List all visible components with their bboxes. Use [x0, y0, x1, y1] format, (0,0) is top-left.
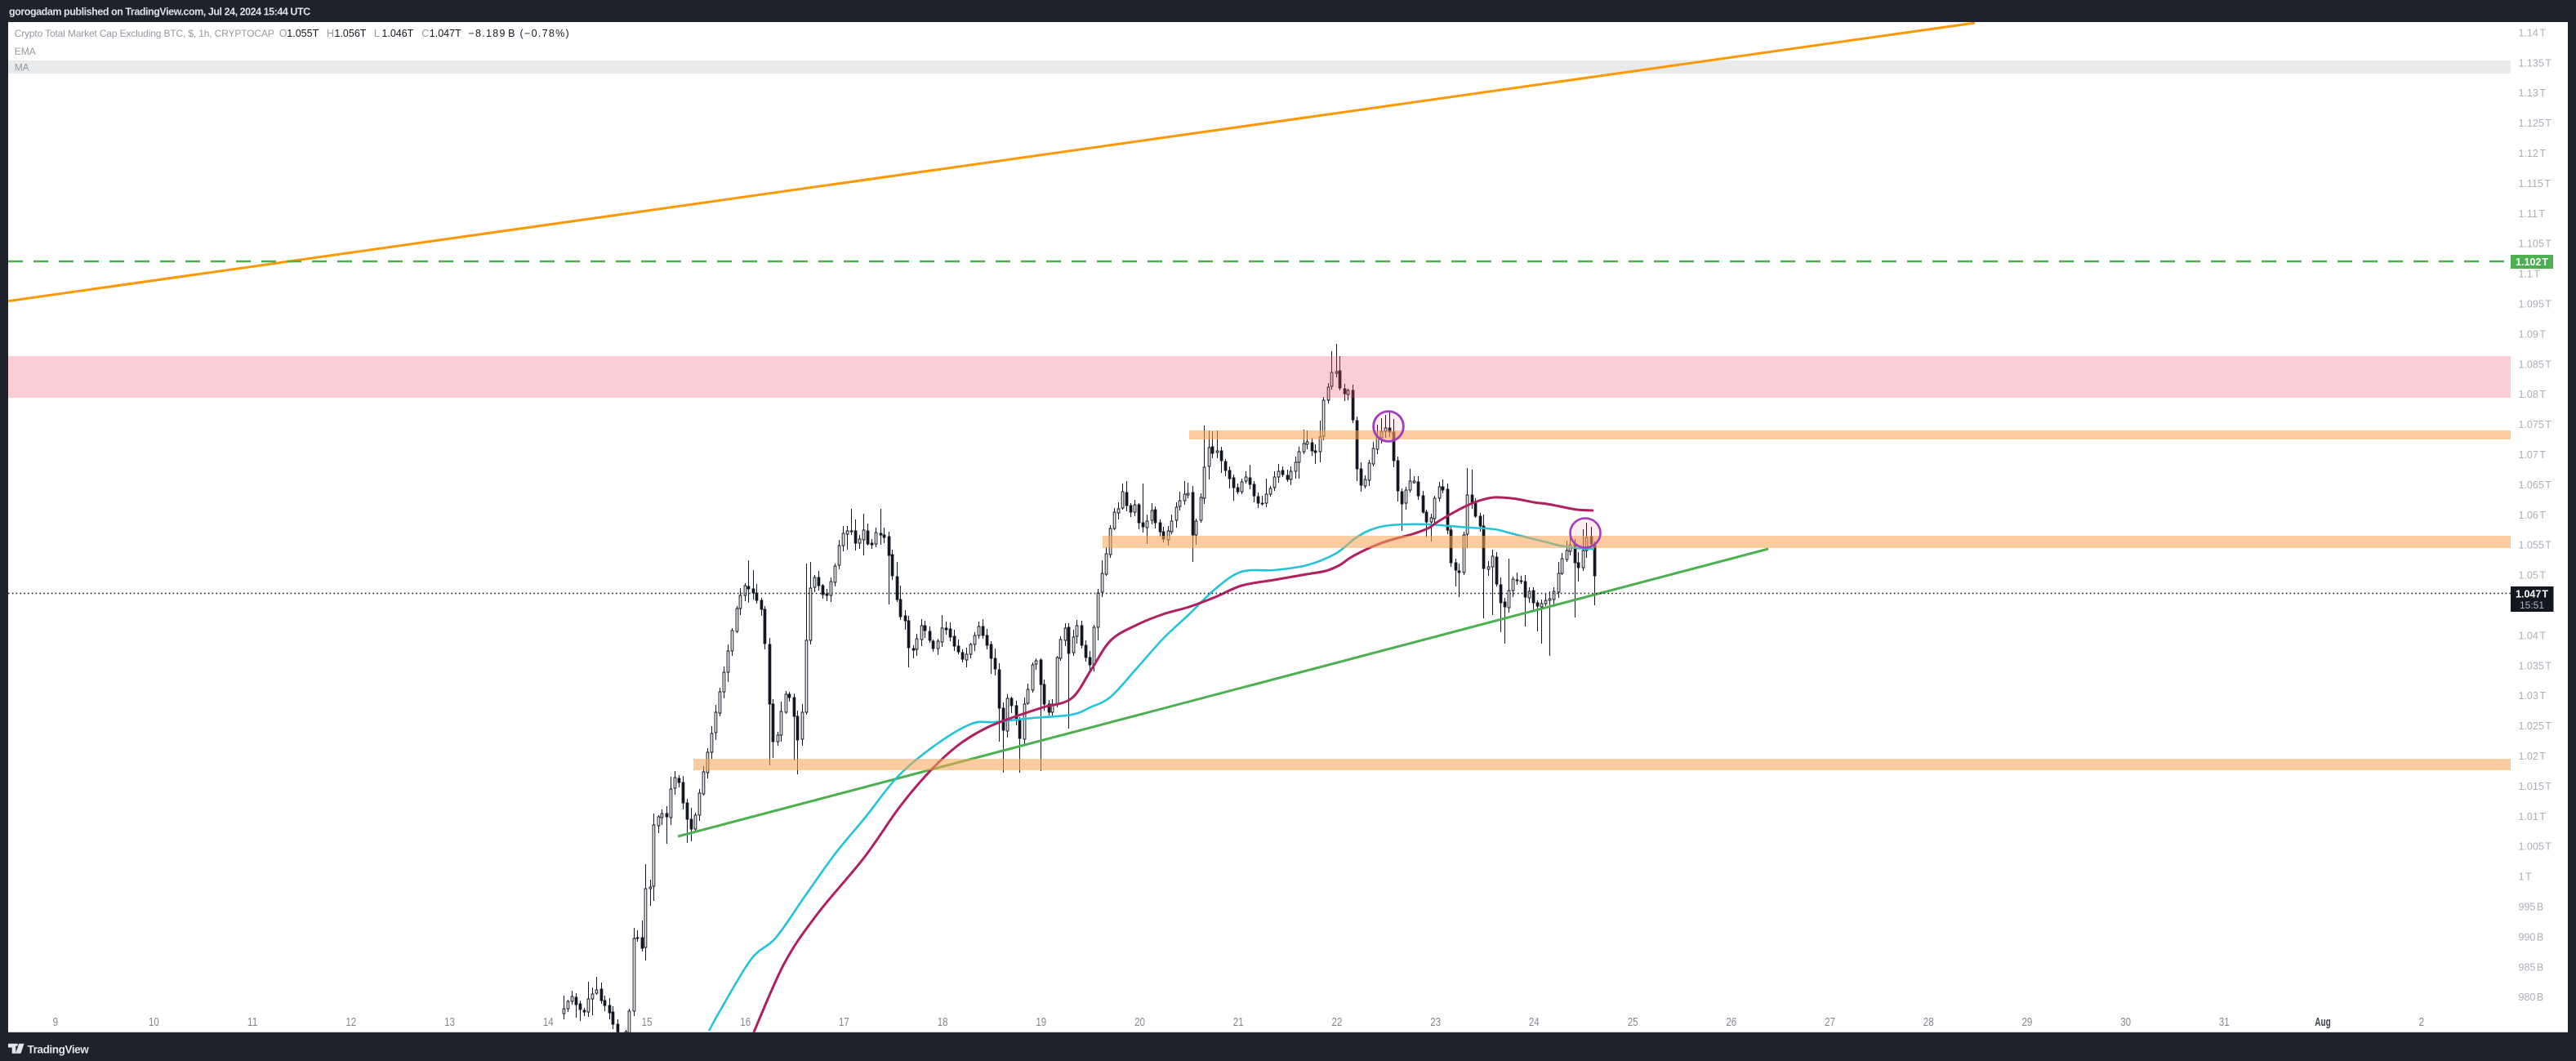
svg-text:11: 11: [247, 1015, 258, 1029]
svg-text:−8.189 B (−0.78%): −8.189 B (−0.78%): [468, 28, 570, 39]
svg-text:Aug: Aug: [2315, 1015, 2331, 1029]
svg-text:23: 23: [1430, 1015, 1441, 1029]
svg-text:C: C: [421, 28, 429, 39]
svg-text:25: 25: [1628, 1015, 1638, 1029]
svg-text:10: 10: [149, 1015, 159, 1029]
svg-text:18: 18: [938, 1015, 948, 1029]
svg-text:19: 19: [1036, 1015, 1046, 1029]
svg-text:1.046T: 1.046T: [381, 28, 413, 39]
svg-text:1.056T: 1.056T: [335, 28, 367, 39]
svg-text:14: 14: [543, 1015, 554, 1029]
svg-text:16: 16: [740, 1015, 751, 1029]
svg-text:28: 28: [1923, 1015, 1934, 1029]
svg-text:Crypto Total Market Cap Exclud: Crypto Total Market Cap Excluding BTC, $…: [15, 28, 274, 39]
svg-text:1.047T: 1.047T: [430, 28, 461, 39]
svg-text:1.08T: 1.08 T: [2519, 389, 2547, 400]
svg-text:24: 24: [1529, 1015, 1540, 1029]
svg-text:1.11T: 1.11 T: [2519, 208, 2546, 220]
svg-text:21: 21: [1233, 1015, 1244, 1029]
svg-text:H: H: [327, 28, 334, 39]
svg-text:1.05T: 1.05 T: [2519, 570, 2547, 582]
svg-text:9: 9: [53, 1015, 59, 1029]
svg-text:13: 13: [444, 1015, 455, 1029]
svg-text:1.04T: 1.04 T: [2519, 630, 2547, 641]
svg-text:1.1T: 1.1 T: [2519, 269, 2541, 280]
svg-text:MA: MA: [15, 62, 29, 74]
svg-text:17: 17: [839, 1015, 849, 1029]
svg-text:27: 27: [1825, 1015, 1835, 1029]
svg-text:1T: 1T: [2519, 872, 2532, 883]
svg-text:1.14T: 1.14 T: [2519, 27, 2547, 38]
svg-text:1.055T: 1.055T: [2519, 540, 2552, 551]
svg-text:1.13T: 1.13 T: [2519, 87, 2547, 99]
svg-text:1.01T: 1.01 T: [2519, 811, 2547, 822]
svg-text:1.03T: 1.03 T: [2519, 690, 2547, 702]
svg-text:1.12T: 1.12 T: [2519, 148, 2547, 159]
svg-text:1.047T: 1.047T: [2516, 589, 2548, 600]
svg-text:15:51: 15:51: [2520, 600, 2544, 611]
svg-text:gorogadam published on Trading: gorogadam published on TradingView.com, …: [9, 7, 310, 18]
svg-text:2: 2: [2419, 1015, 2425, 1029]
svg-text:22: 22: [1332, 1015, 1343, 1029]
svg-text:1.07T: 1.07 T: [2519, 449, 2547, 461]
svg-text:12: 12: [345, 1015, 356, 1029]
svg-text:1.055T: 1.055T: [287, 28, 319, 39]
svg-text:1.102T: 1.102T: [2516, 256, 2548, 268]
svg-text:30: 30: [2120, 1015, 2131, 1029]
svg-text:1.06T: 1.06 T: [2519, 510, 2547, 521]
svg-text:15: 15: [642, 1015, 653, 1029]
svg-text:L: L: [374, 28, 380, 39]
svg-text:26: 26: [1726, 1015, 1736, 1029]
svg-text:29: 29: [2022, 1015, 2033, 1029]
svg-text:31: 31: [2219, 1015, 2230, 1029]
svg-text:1.02T: 1.02 T: [2519, 751, 2547, 762]
svg-text:20: 20: [1134, 1015, 1145, 1029]
svg-text:TradingView: TradingView: [28, 1043, 90, 1055]
svg-text:EMA: EMA: [15, 46, 36, 57]
svg-text:1.09T: 1.09 T: [2519, 328, 2547, 340]
svg-text:O: O: [279, 28, 287, 39]
